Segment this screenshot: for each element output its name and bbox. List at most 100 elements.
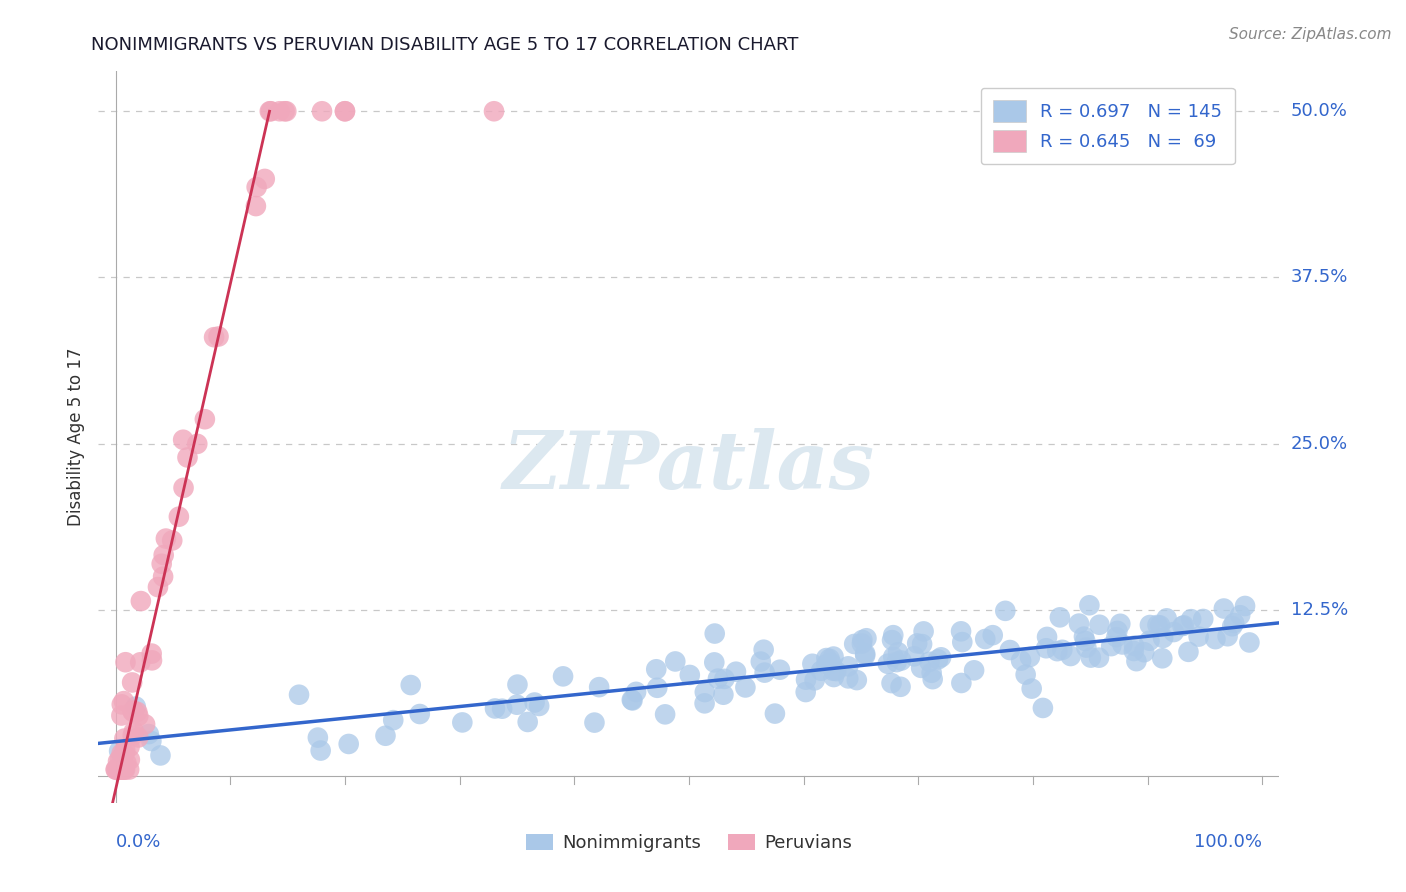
- Point: [111, 698, 134, 712]
- Point: [810, 664, 832, 678]
- Point: [1059, 648, 1081, 663]
- Point: [112, 731, 135, 746]
- Point: [693, 697, 716, 711]
- Point: [801, 657, 824, 671]
- Point: [118, 739, 141, 754]
- Point: [583, 715, 606, 730]
- Point: [851, 632, 873, 647]
- Point: [794, 673, 817, 687]
- Point: [621, 693, 644, 707]
- Point: [374, 729, 396, 743]
- Point: [527, 698, 550, 713]
- Point: [207, 329, 229, 343]
- Point: [111, 763, 134, 777]
- Point: [150, 557, 173, 571]
- Point: [108, 744, 131, 758]
- Point: [1125, 654, 1147, 668]
- Text: 0.0%: 0.0%: [115, 833, 162, 851]
- Text: 37.5%: 37.5%: [1291, 268, 1348, 286]
- Point: [141, 653, 163, 667]
- Point: [115, 756, 138, 770]
- Text: 100.0%: 100.0%: [1194, 833, 1263, 851]
- Point: [1204, 632, 1226, 647]
- Text: 50.0%: 50.0%: [1291, 103, 1347, 120]
- Point: [138, 727, 160, 741]
- Point: [202, 330, 225, 344]
- Point: [107, 763, 129, 777]
- Point: [141, 734, 163, 748]
- Point: [1139, 633, 1161, 648]
- Point: [853, 648, 876, 663]
- Point: [105, 763, 128, 777]
- Point: [260, 104, 283, 119]
- Point: [890, 680, 912, 694]
- Point: [820, 657, 842, 671]
- Point: [1234, 599, 1257, 613]
- Point: [333, 104, 356, 119]
- Point: [886, 655, 908, 669]
- Point: [1010, 654, 1032, 668]
- Point: [905, 636, 928, 650]
- Point: [769, 663, 792, 677]
- Point: [713, 672, 735, 686]
- Point: [127, 731, 149, 745]
- Point: [1188, 630, 1211, 644]
- Point: [112, 763, 135, 777]
- Point: [876, 657, 898, 671]
- Point: [1076, 640, 1098, 655]
- Point: [523, 696, 546, 710]
- Point: [624, 685, 647, 699]
- Point: [588, 680, 610, 694]
- Point: [837, 659, 859, 673]
- Point: [803, 673, 825, 688]
- Point: [1152, 631, 1174, 645]
- Point: [981, 628, 1004, 642]
- Point: [912, 624, 935, 639]
- Point: [121, 675, 143, 690]
- Point: [516, 714, 538, 729]
- Point: [724, 665, 747, 679]
- Point: [108, 763, 131, 777]
- Point: [815, 657, 838, 672]
- Point: [921, 665, 943, 680]
- Point: [921, 672, 943, 686]
- Point: [110, 708, 132, 723]
- Point: [273, 104, 295, 119]
- Point: [911, 637, 934, 651]
- Point: [173, 481, 195, 495]
- Point: [1173, 618, 1195, 632]
- Point: [693, 685, 716, 699]
- Point: [1123, 639, 1146, 653]
- Point: [1212, 601, 1234, 615]
- Point: [1019, 650, 1042, 665]
- Point: [950, 676, 973, 690]
- Point: [1078, 599, 1101, 613]
- Point: [155, 532, 177, 546]
- Point: [1216, 629, 1239, 643]
- Point: [713, 688, 735, 702]
- Point: [134, 717, 156, 731]
- Text: NONIMMIGRANTS VS PERUVIAN DISABILITY AGE 5 TO 17 CORRELATION CHART: NONIMMIGRANTS VS PERUVIAN DISABILITY AGE…: [91, 36, 799, 54]
- Point: [122, 724, 145, 739]
- Point: [246, 180, 269, 194]
- Point: [152, 548, 174, 562]
- Y-axis label: Disability Age 5 to 17: Disability Age 5 to 17: [66, 348, 84, 526]
- Point: [1156, 611, 1178, 625]
- Point: [1171, 619, 1194, 633]
- Point: [815, 651, 838, 665]
- Point: [855, 632, 877, 646]
- Point: [160, 533, 183, 548]
- Text: Source: ZipAtlas.com: Source: ZipAtlas.com: [1229, 27, 1392, 42]
- Point: [910, 661, 932, 675]
- Point: [763, 706, 786, 721]
- Point: [122, 704, 145, 718]
- Point: [482, 104, 505, 119]
- Point: [1133, 645, 1156, 659]
- Point: [823, 649, 845, 664]
- Point: [645, 662, 668, 676]
- Point: [1032, 701, 1054, 715]
- Point: [333, 104, 356, 119]
- Point: [749, 655, 772, 669]
- Point: [754, 665, 776, 680]
- Point: [114, 743, 136, 757]
